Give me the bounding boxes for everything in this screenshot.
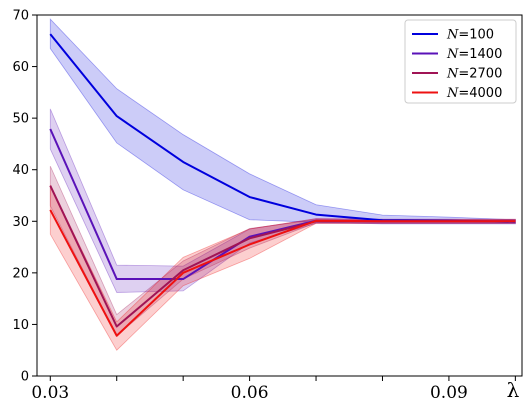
y-tick-label: 60 [12, 60, 29, 75]
y-tick-label: 10 [12, 318, 29, 333]
band-series-3 [49, 185, 516, 351]
x-axis-label: λ [507, 378, 520, 402]
y-tick-label: 70 [12, 9, 29, 24]
x-axis: 0.03 0.06 0.09 [31, 376, 516, 403]
legend-label-1: N=1400 [446, 47, 502, 62]
series-lines [49, 33, 516, 337]
band-series-2 [49, 165, 516, 337]
y-axis: 0 10 20 30 40 50 60 70 [12, 9, 37, 385]
legend: N=100 N=1400 N=2700 N=4000 [404, 19, 517, 104]
x-tick-label: 0.09 [430, 383, 468, 403]
y-tick-label: 0 [21, 370, 29, 385]
x-tick-label: 0.03 [31, 383, 69, 403]
line-series-3 [49, 209, 516, 337]
confidence-bands [49, 18, 516, 351]
band-series-0 [49, 18, 516, 225]
y-tick-label: 20 [12, 266, 29, 281]
legend-box [404, 19, 517, 104]
legend-label-3: N=4000 [446, 86, 502, 101]
y-tick-label: 30 [12, 215, 29, 230]
band-series-1 [49, 108, 516, 293]
legend-label-2: N=2700 [446, 67, 502, 82]
y-tick-label: 50 [12, 112, 29, 127]
y-tick-label: 40 [12, 163, 29, 178]
x-tick-label: 0.06 [231, 383, 269, 403]
plot-frame [36, 14, 523, 377]
legend-label-0: N=100 [446, 28, 494, 43]
